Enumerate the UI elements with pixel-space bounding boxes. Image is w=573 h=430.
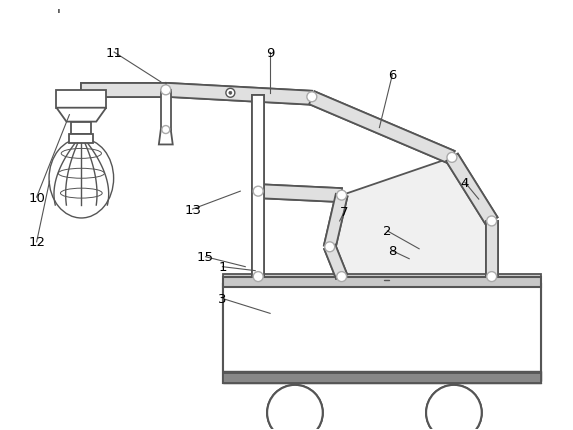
Polygon shape	[324, 245, 347, 279]
Circle shape	[307, 92, 317, 102]
Text: 4: 4	[461, 176, 469, 189]
Bar	[223, 284, 541, 383]
Circle shape	[337, 191, 347, 201]
Polygon shape	[258, 185, 342, 203]
Polygon shape	[258, 185, 342, 203]
Polygon shape	[486, 221, 497, 277]
Circle shape	[426, 385, 482, 430]
Circle shape	[253, 272, 263, 282]
Text: 13: 13	[184, 203, 201, 216]
Circle shape	[267, 385, 323, 430]
Polygon shape	[166, 84, 312, 105]
Text: 6: 6	[388, 69, 397, 82]
Circle shape	[161, 86, 171, 95]
Polygon shape	[161, 91, 171, 130]
Polygon shape	[166, 84, 312, 105]
Text: 10: 10	[28, 191, 45, 204]
Polygon shape	[486, 221, 497, 277]
Polygon shape	[81, 84, 166, 98]
Text: 1: 1	[218, 261, 227, 273]
Polygon shape	[446, 154, 497, 225]
Bar	[223, 373, 541, 383]
Bar	[223, 371, 541, 381]
Text: 9: 9	[266, 46, 274, 59]
Circle shape	[226, 89, 235, 98]
Polygon shape	[324, 245, 347, 279]
Polygon shape	[309, 92, 454, 164]
Circle shape	[267, 385, 323, 430]
Polygon shape	[252, 95, 264, 277]
Text: 2: 2	[383, 225, 391, 238]
Text: 15: 15	[197, 251, 214, 264]
Text: 8: 8	[388, 245, 397, 258]
Polygon shape	[252, 95, 264, 277]
Bar	[69, 134, 93, 144]
Text: ': '	[57, 8, 60, 22]
Circle shape	[486, 272, 497, 282]
Bar	[223, 284, 541, 383]
Polygon shape	[159, 130, 172, 145]
Circle shape	[426, 385, 482, 430]
Bar	[72, 122, 91, 134]
Circle shape	[447, 153, 457, 163]
Polygon shape	[329, 158, 492, 277]
Polygon shape	[324, 194, 347, 249]
Circle shape	[337, 272, 347, 282]
Ellipse shape	[49, 139, 113, 218]
Circle shape	[325, 242, 335, 252]
Bar	[223, 274, 541, 286]
Polygon shape	[57, 108, 106, 122]
Circle shape	[162, 126, 170, 134]
Polygon shape	[309, 92, 454, 164]
Circle shape	[253, 187, 263, 197]
Circle shape	[486, 216, 497, 227]
Bar	[223, 277, 541, 287]
Circle shape	[229, 92, 232, 95]
Polygon shape	[324, 194, 347, 249]
Text: 3: 3	[218, 292, 227, 305]
Bar	[57, 91, 106, 108]
Polygon shape	[81, 84, 166, 98]
Text: 11: 11	[105, 46, 123, 59]
Text: 12: 12	[28, 236, 45, 249]
Text: 7: 7	[340, 205, 349, 218]
Polygon shape	[446, 154, 497, 225]
